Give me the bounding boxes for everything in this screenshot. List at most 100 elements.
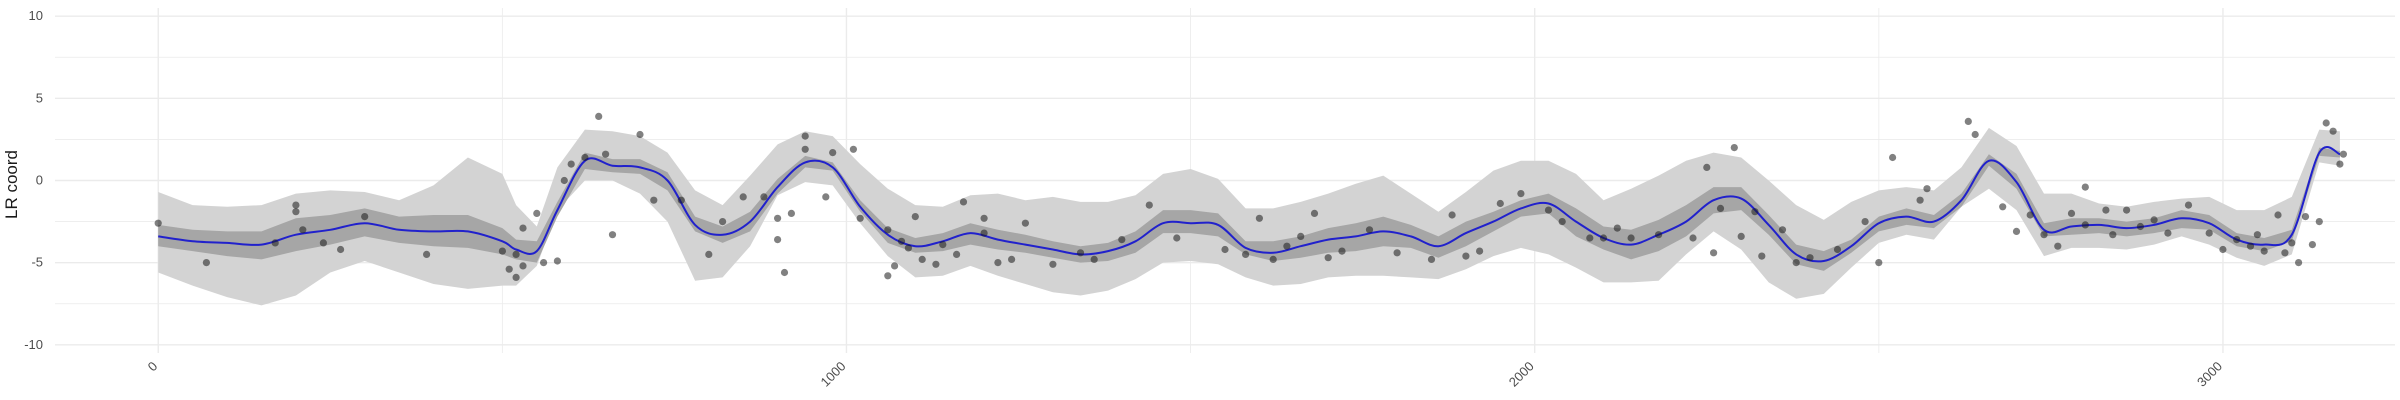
data-point [361,213,369,221]
x-tick-label: 2000 [1506,359,1537,390]
data-point [939,241,947,249]
data-point [2081,183,2089,191]
data-point [2339,150,2347,158]
data-point [2164,229,2172,237]
data-point [774,236,782,244]
data-point [2315,218,2323,226]
y-axis-ticks: -10 -5 0 5 10 [24,8,43,352]
data-point [1916,196,1924,204]
data-point [849,145,858,153]
data-point [705,250,713,258]
data-point [2301,213,2310,221]
outer-confidence-band [158,127,2340,306]
data-point [1517,190,1525,198]
data-point [1703,163,1711,171]
data-point [1999,203,2007,211]
data-point [1283,242,1291,250]
data-point [560,176,568,185]
data-point [533,209,541,217]
data-point [1778,226,1787,234]
data-point [292,208,300,216]
data-point [1758,252,1766,260]
data-point [1544,206,1553,214]
y-tick-label: 10 [29,8,43,23]
data-point [1875,259,1883,267]
data-point [1710,249,1718,257]
data-point [1338,247,1346,255]
data-point [1221,245,1229,254]
data-point [1448,211,1456,219]
data-point [1118,236,1126,244]
data-point [337,245,345,254]
data-point [1613,224,1621,232]
data-point [932,260,940,268]
data-point [2012,227,2021,235]
data-point [2336,160,2344,168]
data-point [1297,232,1305,240]
data-point [512,273,520,281]
data-point [2329,127,2337,135]
data-point [959,198,968,206]
data-point [2219,245,2227,254]
fit-line-layer [158,146,2341,263]
data-point [595,112,603,120]
data-point [801,132,809,140]
data-point [2308,241,2316,249]
data-point [512,250,520,258]
data-point [1833,245,1842,254]
data-point [154,219,162,227]
data-point [1889,153,1897,162]
data-point [2205,229,2213,237]
x-tick-label: 1000 [818,359,849,390]
data-point [1462,252,1470,260]
data-point [2150,216,2158,224]
data-point [1716,204,1725,212]
data-point [1923,185,1931,193]
data-point [822,193,830,201]
data-point [1008,255,1016,263]
data-point [829,149,837,157]
data-point [891,262,899,270]
data-point [2288,239,2296,247]
data-point [2295,259,2303,267]
data-point [1558,218,1566,226]
data-point [884,226,892,234]
x-axis-ticks: 0 1000 2000 3000 [145,359,2225,390]
x-tick-label: 0 [145,359,161,375]
data-point [911,213,919,221]
grid-lines [55,8,2395,353]
data-point [953,250,961,258]
data-point [760,193,768,201]
data-point [1586,234,1594,242]
data-point [1076,249,1085,257]
data-point [271,239,279,247]
data-point [856,214,864,222]
data-point [780,268,789,277]
y-tick-label: 0 [36,173,43,188]
y-tick-label: 5 [36,90,43,105]
data-point [2233,236,2241,244]
data-point [677,196,685,204]
data-point [1737,232,1745,240]
data-point [1655,231,1663,239]
confidence-bands [158,127,2340,306]
x-tick-label: 3000 [2194,359,2225,390]
data-point [2040,231,2048,239]
data-point [774,214,782,222]
data-point [1861,218,1869,226]
data-point [1269,255,1277,263]
data-point [650,196,658,204]
data-point [1324,254,1332,262]
data-point [1730,144,1738,152]
data-point [319,239,327,247]
data-point [1496,199,1504,208]
data-point [1393,249,1401,257]
data-point [2260,247,2268,255]
data-point [567,160,575,168]
data-point [498,247,506,255]
data-point [602,150,610,158]
data-point [1427,255,1436,263]
data-point [1173,234,1181,242]
data-point [292,201,300,209]
data-point [553,257,562,265]
